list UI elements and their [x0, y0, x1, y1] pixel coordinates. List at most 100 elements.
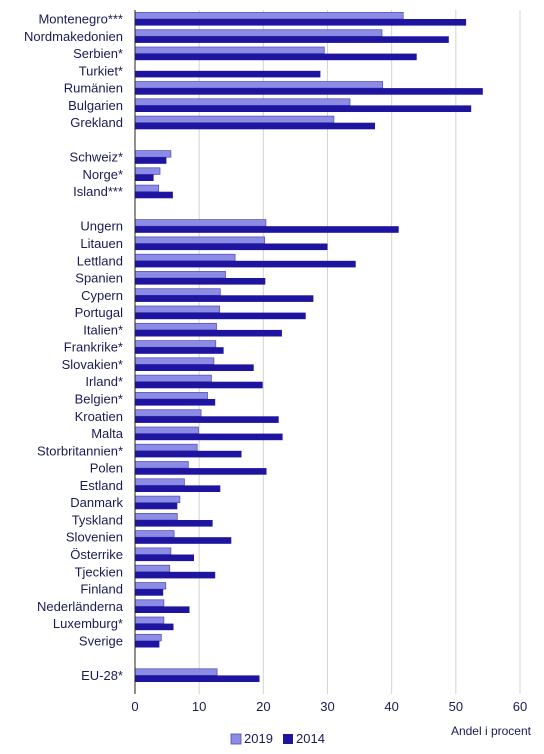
- category-label-9: Island***: [73, 184, 123, 199]
- x-tick-label-30: 30: [320, 699, 334, 714]
- category-label-26: Danmark: [70, 495, 123, 510]
- bar-2019-12: [134, 253, 236, 262]
- category-label-7: Schweiz*: [70, 150, 123, 165]
- category-label-22: Malta: [91, 426, 124, 441]
- bar-2014-30: [135, 571, 216, 579]
- x-tick-label-10: 10: [192, 699, 206, 714]
- x-tick-label-50: 50: [449, 699, 463, 714]
- bar-2019-16: [134, 322, 217, 331]
- bar-2014-27: [135, 520, 213, 527]
- bar-2014-19: [135, 381, 263, 389]
- bar-2019-5: [134, 98, 351, 106]
- category-label-35: EU-28*: [81, 668, 123, 683]
- category-label-15: Portugal: [75, 305, 124, 320]
- bar-2014-33: [135, 623, 174, 631]
- bar-2019-34: [134, 633, 162, 642]
- bar-2014-21: [135, 416, 279, 423]
- bar-2019-31: [134, 582, 167, 590]
- bar-2019-0: [134, 12, 404, 20]
- bar-2019-29: [134, 547, 172, 555]
- bar-2014-2: [135, 53, 417, 61]
- bar-2019-27: [134, 513, 178, 521]
- bars: [134, 12, 483, 682]
- bar-2014-4: [135, 88, 483, 95]
- axes: 0 10 20 30 40 50 60: [131, 10, 527, 714]
- bar-2014-6: [135, 122, 375, 130]
- bar-2014-31: [135, 589, 164, 596]
- x-tick-label-20: 20: [256, 699, 270, 714]
- legend-swatch-2019: [230, 733, 242, 745]
- bar-2014-28: [135, 537, 232, 544]
- bar-2014-25: [135, 485, 221, 492]
- bar-2014-5: [135, 105, 472, 112]
- bar-2014-26: [135, 502, 178, 510]
- category-label-4: Rumänien: [64, 81, 123, 96]
- legend: 2019 2014: [230, 731, 325, 746]
- bar-2014-24: [135, 468, 267, 475]
- category-label-12: Lettland: [77, 253, 123, 268]
- bar-2014-23: [135, 450, 242, 458]
- bar-2019-13: [134, 271, 226, 279]
- bar-2019-6: [134, 115, 335, 124]
- bar-2019-10: [134, 219, 267, 227]
- bar-2019-7: [134, 150, 172, 158]
- bar-2014-0: [135, 19, 467, 26]
- category-label-17: Frankrike*: [64, 340, 123, 355]
- bar-2014-10: [135, 226, 399, 233]
- category-label-1: Nordmakedonien: [24, 29, 123, 44]
- category-label-27: Tyskland: [72, 513, 123, 528]
- bar-2014-9: [135, 191, 173, 199]
- category-label-29: Österrike: [70, 547, 123, 562]
- category-label-25: Estland: [80, 478, 123, 493]
- bar-2014-34: [135, 640, 160, 648]
- bar-2019-33: [134, 616, 165, 624]
- bar-2019-14: [134, 288, 221, 296]
- category-label-30: Tjeckien: [75, 564, 123, 579]
- category-label-19: Irland*: [85, 374, 123, 389]
- bar-2014-8: [135, 174, 154, 181]
- category-label-10: Ungern: [80, 219, 123, 234]
- bar-2019-26: [134, 495, 181, 504]
- x-tick-label-40: 40: [384, 699, 398, 714]
- legend-label-2014: 2014: [296, 731, 325, 746]
- bar-2014-1: [135, 36, 449, 43]
- category-label-32: Nederländerna: [37, 599, 124, 614]
- bar-2019-21: [134, 409, 202, 417]
- bar-2014-11: [135, 243, 328, 251]
- category-label-6: Grekland: [70, 115, 123, 130]
- category-label-0: Montenegro***: [38, 12, 123, 27]
- grid-lines: [198, 10, 521, 694]
- bar-2019-25: [134, 478, 185, 486]
- bar-2014-12: [135, 260, 356, 268]
- bar-2019-28: [134, 530, 175, 538]
- bar-2014-17: [135, 347, 224, 354]
- bar-2014-32: [135, 606, 190, 613]
- bar-2019-2: [134, 46, 325, 54]
- category-label-14: Cypern: [81, 288, 123, 303]
- bar-2019-20: [134, 392, 208, 400]
- bar-2014-3: [135, 70, 321, 78]
- x-tick-label-0: 0: [131, 699, 138, 714]
- category-label-28: Slovenien: [66, 530, 123, 545]
- category-label-13: Spanien: [75, 271, 123, 286]
- category-label-31: Finland: [80, 582, 123, 597]
- x-tick-label-60: 60: [513, 699, 527, 714]
- category-label-8: Norge*: [83, 167, 123, 182]
- x-axis-title: Andel i procent: [451, 724, 532, 738]
- bar-2019-8: [134, 167, 161, 175]
- bar-2019-22: [134, 426, 199, 434]
- bar-2019-15: [134, 305, 221, 313]
- category-label-3: Turkiet*: [79, 63, 123, 78]
- bar-2019-4: [134, 81, 384, 89]
- legend-swatch-2014: [283, 734, 293, 744]
- bar-2019-24: [134, 461, 189, 469]
- category-label-21: Kroatien: [75, 409, 123, 424]
- bar-2019-23: [134, 443, 198, 452]
- bar-2014-29: [135, 554, 194, 562]
- bar-2019-19: [134, 374, 212, 383]
- bar-2019-18: [134, 357, 215, 365]
- bar-2014-20: [135, 399, 216, 406]
- bar-2014-16: [135, 329, 282, 337]
